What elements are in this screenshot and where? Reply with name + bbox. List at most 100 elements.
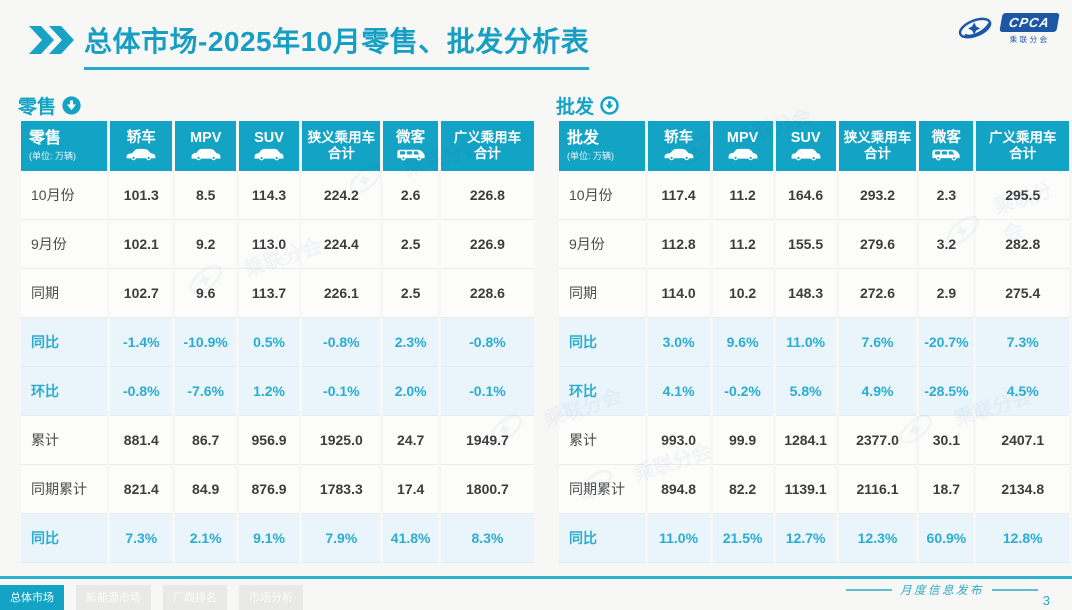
value-cell: 12.3%: [838, 514, 917, 563]
row-label-cell: 累计: [21, 416, 108, 465]
value-cell: 224.2: [302, 171, 381, 220]
section-header: 批发: [556, 92, 1072, 118]
sedan-icon: [648, 148, 710, 161]
value-cell: 282.8: [976, 220, 1069, 269]
column-header: 狭义乘用车 合计: [838, 121, 917, 171]
value-cell: 876.9: [238, 465, 300, 514]
value-cell: -28.5%: [919, 367, 974, 416]
column-header: 轿车: [110, 121, 173, 171]
down-arrow-circle-outline-icon: [600, 95, 619, 115]
section-title: 零售: [18, 96, 57, 118]
column-header: 广义乘用车 合计: [440, 121, 534, 171]
retail-table: 零售 (单位: 万辆) 轿车 MPV SUV 狭义乘用车 合计 微客 广义乘用车 合计 10月份 10…: [18, 121, 537, 563]
value-cell: 2.1%: [175, 514, 236, 563]
row-label-cell: 环比: [559, 367, 645, 416]
value-cell: 3.2: [919, 220, 974, 269]
table-row: 10月份 117.4 11.2 164.6 293.2 2.3 295.5: [559, 171, 1069, 220]
van-icon: [383, 148, 437, 161]
table-row: 环比 -0.8% -7.6% 1.2% -0.1% 2.0% -0.1%: [21, 367, 534, 416]
row-label-cell: 同比: [21, 318, 108, 367]
table-row: 同期 114.0 10.2 148.3 272.6 2.9 275.4: [559, 269, 1069, 318]
value-cell: 117.4: [647, 171, 710, 220]
value-cell: 275.4: [976, 269, 1069, 318]
row-label-cell: 9月份: [21, 220, 108, 269]
value-cell: 9.2: [175, 220, 236, 269]
row-label-cell: 同期累计: [21, 465, 108, 514]
value-cell: 30.1: [919, 416, 974, 465]
row-label-cell: 9月份: [559, 220, 645, 269]
section-header: 零售: [18, 92, 537, 118]
value-cell: 11.0%: [647, 514, 710, 563]
footer-tab-bar: 总体市场 新能源市场 厂商排名 市场分析: [0, 585, 303, 610]
footer-divider: [0, 576, 1072, 579]
cpca-subtext: 乘联分会: [1009, 35, 1050, 44]
footer-tab[interactable]: 市场分析: [239, 585, 303, 610]
value-cell: 2.3%: [383, 318, 438, 367]
value-cell: 7.6%: [838, 318, 917, 367]
value-cell: 1925.0: [302, 416, 381, 465]
value-cell: 8.5: [175, 171, 236, 220]
value-cell: 295.5: [976, 171, 1069, 220]
table-row: 同期累计 821.4 84.9 876.9 1783.3 17.4 1800.7: [21, 465, 534, 514]
mpv-icon: [713, 148, 773, 161]
value-cell: 272.6: [838, 269, 917, 318]
value-cell: 12.7%: [775, 514, 836, 563]
table-title-cell: 批发 (单位: 万辆): [559, 121, 645, 171]
value-cell: 293.2: [838, 171, 917, 220]
table-row: 累计 993.0 99.9 1284.1 2377.0 30.1 2407.1: [559, 416, 1069, 465]
footer-tab[interactable]: 总体市场: [0, 585, 64, 610]
value-cell: 2.9: [919, 269, 974, 318]
value-cell: 3.0%: [647, 318, 710, 367]
column-header: SUV: [775, 121, 836, 171]
mpv-icon: [175, 148, 235, 161]
value-cell: 113.7: [238, 269, 300, 318]
value-cell: 2407.1: [976, 416, 1069, 465]
column-header: 微客: [919, 121, 974, 171]
header-row: 零售 (单位: 万辆) 轿车 MPV SUV 狭义乘用车 合计 微客 广义乘用车 合计: [21, 121, 534, 171]
value-cell: 113.0: [238, 220, 300, 269]
down-arrow-circle-filled-icon: [62, 95, 81, 115]
table-row: 9月份 112.8 11.2 155.5 279.6 3.2 282.8: [559, 220, 1069, 269]
value-cell: 2134.8: [976, 465, 1069, 514]
value-cell: -0.2%: [712, 367, 773, 416]
row-label-cell: 10月份: [559, 171, 645, 220]
column-header: 轿车: [647, 121, 710, 171]
value-cell: 101.3: [110, 171, 173, 220]
cpca-swoosh-icon: [958, 17, 992, 39]
value-cell: 155.5: [775, 220, 836, 269]
column-header: 狭义乘用车 合计: [302, 121, 381, 171]
value-cell: 7.9%: [302, 514, 381, 563]
value-cell: 1284.1: [775, 416, 836, 465]
note-line-left: [846, 589, 892, 591]
value-cell: 0.5%: [238, 318, 300, 367]
value-cell: 164.6: [775, 171, 836, 220]
table-row: 累计 881.4 86.7 956.9 1925.0 24.7 1949.7: [21, 416, 534, 465]
table-title-cell: 零售 (单位: 万辆): [21, 121, 108, 171]
column-header: SUV: [238, 121, 300, 171]
value-cell: 9.1%: [238, 514, 300, 563]
value-cell: 60.9%: [919, 514, 974, 563]
value-cell: 894.8: [647, 465, 710, 514]
wholesale-table: 批发 (单位: 万辆) 轿车 MPV SUV 狭义乘用车 合计 微客 广义乘用车 合计 10月份 11…: [556, 121, 1072, 563]
value-cell: 17.4: [383, 465, 438, 514]
footer-tab[interactable]: 厂商排名: [163, 585, 227, 610]
value-cell: -20.7%: [919, 318, 974, 367]
section-title: 批发: [556, 96, 595, 118]
row-label-cell: 同比: [559, 514, 645, 563]
value-cell: 9.6: [175, 269, 236, 318]
row-label-cell: 同期累计: [559, 465, 645, 514]
table-row: 9月份 102.1 9.2 113.0 224.4 2.5 226.9: [21, 220, 534, 269]
table-row: 同期 102.7 9.6 113.7 226.1 2.5 228.6: [21, 269, 534, 318]
double-chevron-icon: [29, 26, 74, 54]
value-cell: -0.8%: [302, 318, 381, 367]
value-cell: 2.6: [383, 171, 438, 220]
value-cell: 114.3: [238, 171, 300, 220]
value-cell: 24.7: [383, 416, 438, 465]
value-cell: 881.4: [110, 416, 173, 465]
value-cell: 99.9: [712, 416, 773, 465]
value-cell: 4.5%: [976, 367, 1069, 416]
slide-header: 总体市场-2025年10月零售、批发分析表: [28, 20, 590, 70]
footer-tab[interactable]: 新能源市场: [76, 585, 151, 610]
retail-table-section: 零售 零售 (单位: 万辆) 轿车 MPV SUV 狭义乘用车 合计 微客 广义乘用车 合计 10月…: [18, 92, 537, 563]
value-cell: 12.8%: [976, 514, 1069, 563]
